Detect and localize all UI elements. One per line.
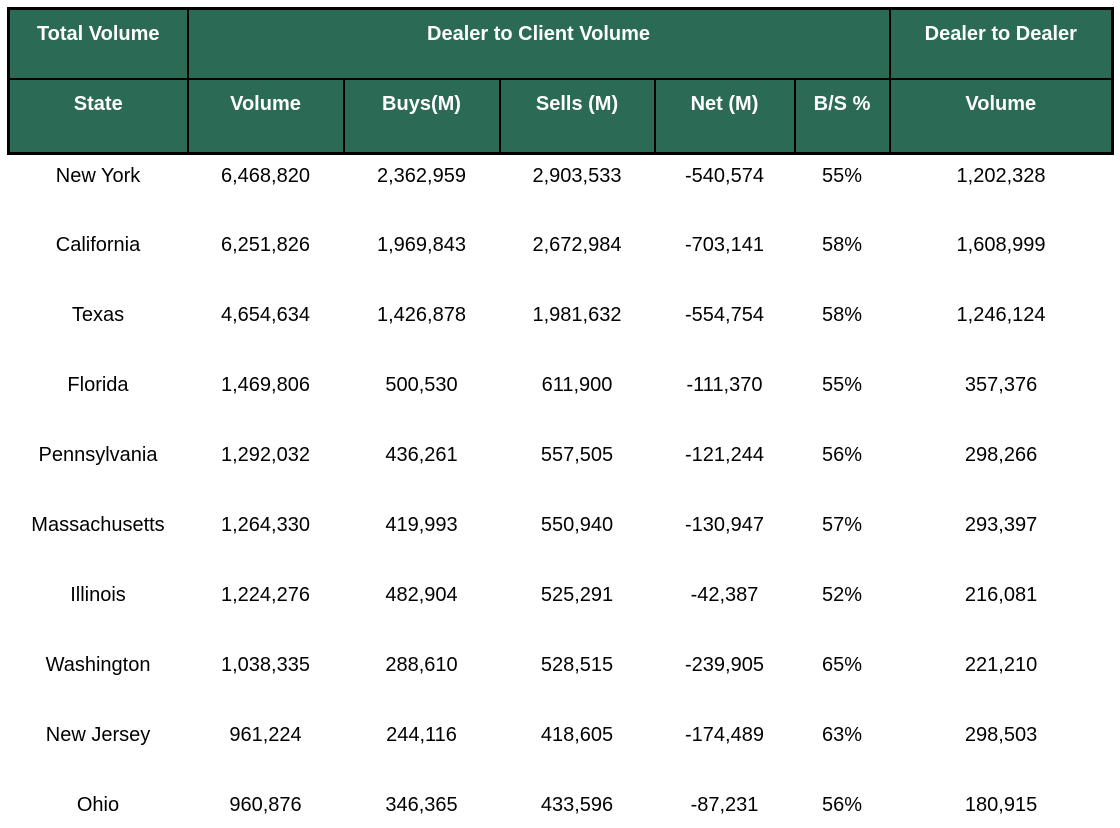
header-dealer-to-client-volume: Dealer to Client Volume bbox=[186, 7, 891, 80]
cell-state: New York bbox=[8, 153, 188, 224]
table-row: Florida 1,469,806 500,530 611,900 -111,370 55… bbox=[8, 363, 1113, 434]
cell-state: Florida bbox=[8, 363, 188, 434]
cell-d2d-volume: 1,246,124 bbox=[889, 293, 1113, 364]
column-header-bs-pct: B/S % bbox=[793, 77, 891, 155]
header-group-row: Total Volume Dealer to Client Volume Dea… bbox=[7, 7, 1115, 80]
cell-d2c-sells: 611,900 bbox=[499, 363, 655, 434]
cell-d2c-net: -540,574 bbox=[654, 153, 795, 224]
cell-d2d-volume: 298,266 bbox=[889, 433, 1113, 504]
cell-d2d-volume: 293,397 bbox=[889, 503, 1113, 574]
cell-d2c-buys: 436,261 bbox=[343, 433, 500, 504]
cell-d2c-sells: 2,672,984 bbox=[499, 223, 655, 294]
cell-d2c-bs-pct: 55% bbox=[794, 363, 890, 434]
column-header-state: State bbox=[7, 77, 189, 155]
cell-d2c-net: -111,370 bbox=[654, 363, 795, 434]
header-columns-row: State Volume Buys(M) Sells (M) Net (M) B… bbox=[7, 77, 1115, 155]
cell-d2c-buys: 1,969,843 bbox=[343, 223, 500, 294]
cell-d2c-bs-pct: 58% bbox=[794, 223, 890, 294]
cell-d2c-bs-pct: 65% bbox=[794, 643, 890, 714]
table-header: Total Volume Dealer to Client Volume Dea… bbox=[7, 7, 1115, 155]
cell-d2c-net: -239,905 bbox=[654, 643, 795, 714]
cell-d2c-bs-pct: 63% bbox=[794, 713, 890, 784]
cell-state: California bbox=[8, 223, 188, 294]
table-row: New York 6,468,820 2,362,959 2,903,533 -540,… bbox=[8, 153, 1113, 224]
table-row: Washington 1,038,335 288,610 528,515 -239,90… bbox=[8, 643, 1113, 714]
table-row: Texas 4,654,634 1,426,878 1,981,632 -554,754… bbox=[8, 293, 1113, 364]
header-dealer-to-dealer: Dealer to Dealer bbox=[888, 7, 1115, 80]
cell-total-volume: 960,876 bbox=[187, 783, 344, 828]
cell-d2c-buys: 346,365 bbox=[343, 783, 500, 828]
column-header-d2d-volume: Volume bbox=[888, 77, 1115, 155]
cell-state: Pennsylvania bbox=[8, 433, 188, 504]
cell-d2c-net: -121,244 bbox=[654, 433, 795, 504]
cell-d2c-buys: 500,530 bbox=[343, 363, 500, 434]
cell-state: Massachusetts bbox=[8, 503, 188, 574]
cell-d2c-net: -174,489 bbox=[654, 713, 795, 784]
cell-state: New Jersey bbox=[8, 713, 188, 784]
cell-state: Washington bbox=[8, 643, 188, 714]
cell-d2c-buys: 1,426,878 bbox=[343, 293, 500, 364]
table-row: Pennsylvania 1,292,032 436,261 557,505 -121,… bbox=[8, 433, 1113, 504]
cell-d2d-volume: 180,915 bbox=[889, 783, 1113, 828]
cell-total-volume: 6,251,826 bbox=[187, 223, 344, 294]
cell-d2d-volume: 298,503 bbox=[889, 713, 1113, 784]
column-header-total-volume: Volume bbox=[186, 77, 345, 155]
cell-d2c-net: -554,754 bbox=[654, 293, 795, 364]
cell-d2c-net: -42,387 bbox=[654, 573, 795, 644]
table-body: New York 6,468,820 2,362,959 2,903,533 -540,… bbox=[8, 153, 1113, 828]
cell-d2c-sells: 528,515 bbox=[499, 643, 655, 714]
cell-d2c-bs-pct: 56% bbox=[794, 433, 890, 504]
cell-d2d-volume: 216,081 bbox=[889, 573, 1113, 644]
cell-d2c-sells: 418,605 bbox=[499, 713, 655, 784]
table-row: California 6,251,826 1,969,843 2,672,984 -70… bbox=[8, 223, 1113, 294]
cell-state: Texas bbox=[8, 293, 188, 364]
cell-d2c-sells: 550,940 bbox=[499, 503, 655, 574]
cell-d2c-buys: 2,362,959 bbox=[343, 153, 500, 224]
cell-d2c-net: -130,947 bbox=[654, 503, 795, 574]
cell-d2c-sells: 525,291 bbox=[499, 573, 655, 644]
table-row: Illinois 1,224,276 482,904 525,291 -42,387 52… bbox=[8, 573, 1113, 644]
cell-state: Ohio bbox=[8, 783, 188, 828]
column-header-net: Net (M) bbox=[653, 77, 796, 155]
cell-total-volume: 1,469,806 bbox=[187, 363, 344, 434]
cell-total-volume: 6,468,820 bbox=[187, 153, 344, 224]
cell-d2c-bs-pct: 55% bbox=[794, 153, 890, 224]
cell-total-volume: 4,654,634 bbox=[187, 293, 344, 364]
cell-d2c-bs-pct: 57% bbox=[794, 503, 890, 574]
cell-d2c-bs-pct: 52% bbox=[794, 573, 890, 644]
cell-d2c-sells: 557,505 bbox=[499, 433, 655, 504]
column-header-sells: Sells (M) bbox=[498, 77, 656, 155]
header-total-volume: Total Volume bbox=[7, 7, 189, 80]
cell-d2d-volume: 1,608,999 bbox=[889, 223, 1113, 294]
table-row: New Jersey 961,224 244,116 418,605 -174,489 6… bbox=[8, 713, 1113, 784]
cell-d2c-net: -703,141 bbox=[654, 223, 795, 294]
volume-table-container: Total Volume Dealer to Client Volume Dea… bbox=[7, 7, 1115, 828]
cell-d2c-net: -87,231 bbox=[654, 783, 795, 828]
cell-d2c-buys: 288,610 bbox=[343, 643, 500, 714]
cell-total-volume: 961,224 bbox=[187, 713, 344, 784]
cell-total-volume: 1,292,032 bbox=[187, 433, 344, 504]
cell-d2c-bs-pct: 56% bbox=[794, 783, 890, 828]
state-volume-table: Total Volume Dealer to Client Volume Dea… bbox=[7, 7, 1115, 828]
column-header-buys: Buys(M) bbox=[342, 77, 501, 155]
cell-d2d-volume: 1,202,328 bbox=[889, 153, 1113, 224]
cell-d2c-sells: 433,596 bbox=[499, 783, 655, 828]
cell-total-volume: 1,264,330 bbox=[187, 503, 344, 574]
table-row: Massachusetts 1,264,330 419,993 550,940 -130… bbox=[8, 503, 1113, 574]
cell-d2c-buys: 482,904 bbox=[343, 573, 500, 644]
cell-d2c-bs-pct: 58% bbox=[794, 293, 890, 364]
cell-d2d-volume: 221,210 bbox=[889, 643, 1113, 714]
cell-total-volume: 1,224,276 bbox=[187, 573, 344, 644]
cell-d2c-buys: 419,993 bbox=[343, 503, 500, 574]
cell-state: Illinois bbox=[8, 573, 188, 644]
cell-d2c-sells: 1,981,632 bbox=[499, 293, 655, 364]
cell-d2c-sells: 2,903,533 bbox=[499, 153, 655, 224]
table-row: Ohio 960,876 346,365 433,596 -87,231 56% 180,9… bbox=[8, 783, 1113, 828]
cell-total-volume: 1,038,335 bbox=[187, 643, 344, 714]
cell-d2d-volume: 357,376 bbox=[889, 363, 1113, 434]
cell-d2c-buys: 244,116 bbox=[343, 713, 500, 784]
